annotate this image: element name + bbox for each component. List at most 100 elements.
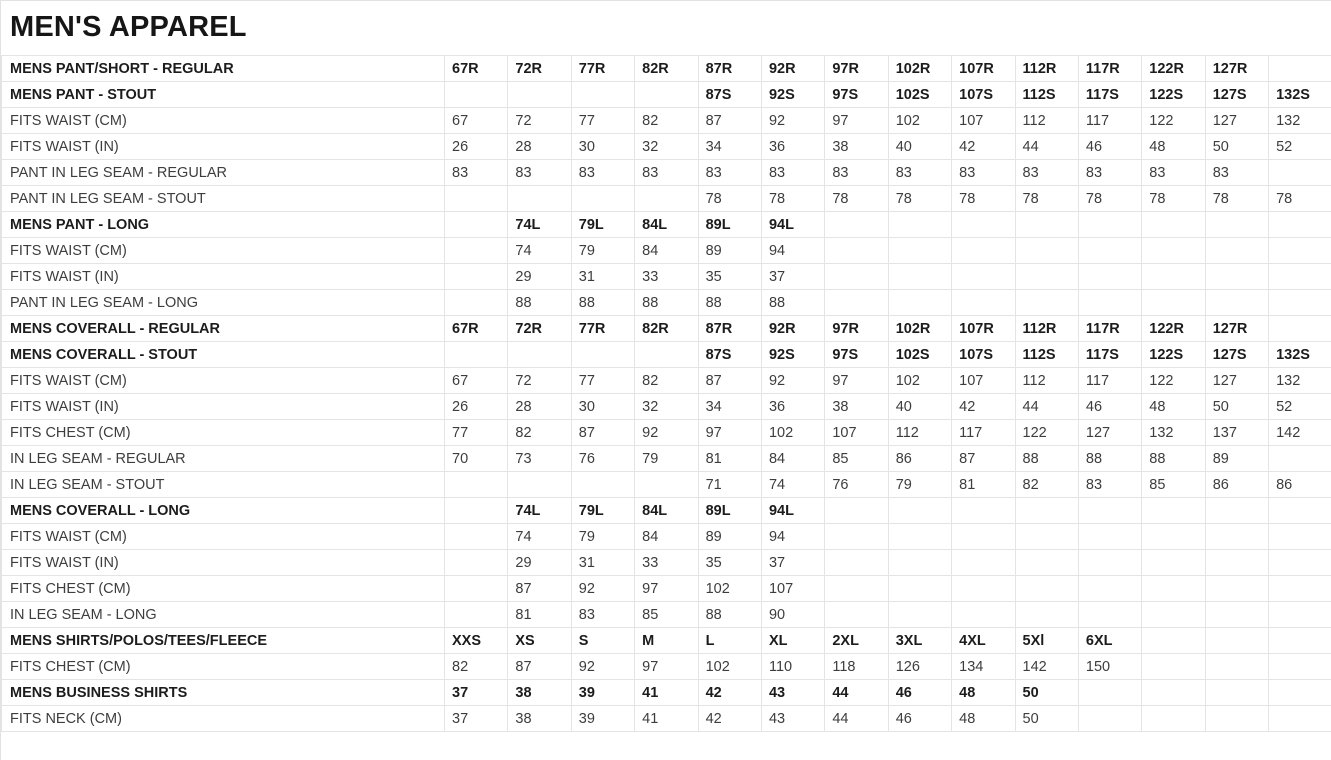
size-value-cell: 97 [634,575,699,602]
size-value-cell: XXS [443,627,509,654]
size-value-cell [951,211,1016,238]
size-value-cell [1204,237,1270,264]
size-value-cell: 74 [760,471,826,498]
size-value-cell: 117R [1077,55,1143,82]
row-label: FITS WAIST (IN) [1,133,445,160]
size-value-cell: 117R [1077,315,1143,342]
size-value-cell: 102S [887,81,953,108]
row-label: MENS COVERALL - STOUT [1,341,445,368]
size-value-cell [1141,601,1206,628]
size-value-cell: 127 [1204,367,1270,394]
size-value-cell: 40 [887,133,953,160]
row-label: FITS CHEST (CM) [1,575,445,602]
size-value-cell: 3XL [887,627,953,654]
size-value-cell: 82R [634,55,699,82]
row-label: MENS PANT - LONG [1,211,445,238]
size-value-cell: 97R [824,55,889,82]
size-value-cell: 52 [1268,393,1331,420]
size-value-cell [824,601,889,628]
size-value-cell: 92R [760,315,826,342]
size-value-cell [570,185,636,212]
table-row: FITS WAIST (CM) 67 72 77 82 87 92 97 102 107 112 11… [1,107,1331,134]
size-value-cell: 36 [760,393,826,420]
table-row: FITS NECK (CM) 37 38 39 41 42 43 44 46 48 50 [1,705,1331,732]
size-value-cell: 79 [887,471,953,498]
size-value-cell: 88 [507,289,572,316]
size-value-cell: 67R [443,315,509,342]
size-value-cell: 42 [951,133,1016,160]
size-value-cell [1268,653,1331,680]
size-value-cell: 117S [1077,341,1143,368]
size-value-cell [1268,237,1331,264]
size-value-cell [1204,211,1270,238]
row-label: FITS WAIST (CM) [1,523,445,550]
size-value-cell: 44 [824,705,889,732]
size-value-cell: 83 [887,159,953,186]
size-value-cell: 102 [887,367,953,394]
page-title: MEN'S APPAREL [10,11,247,43]
size-value-cell [951,289,1016,316]
size-value-cell: 79 [634,445,699,472]
size-value-cell: XL [760,627,826,654]
size-value-cell [443,575,509,602]
row-label: MENS PANT/SHORT - REGULAR [1,55,445,82]
size-value-cell: 84 [760,445,826,472]
size-value-cell [951,575,1016,602]
size-value-cell [1268,55,1331,82]
size-value-cell: 97S [824,341,889,368]
size-value-cell [1204,601,1270,628]
size-value-cell [824,549,889,576]
size-value-cell: 107R [951,315,1016,342]
size-value-cell: 78 [1077,185,1143,212]
size-value-cell: 92R [760,55,826,82]
size-value-cell: 117 [1077,367,1143,394]
size-value-cell [824,497,889,524]
size-value-cell: 81 [951,471,1016,498]
size-value-cell: 84L [634,497,699,524]
row-label: MENS SHIRTS/POLOS/TEES/FLEECE [1,627,445,654]
size-value-cell: S [570,627,636,654]
row-label: MENS BUSINESS SHIRTS [1,679,445,706]
size-value-cell [443,341,509,368]
size-value-cell: 83 [1141,159,1206,186]
size-value-cell: 35 [697,549,762,576]
size-value-cell [1141,653,1206,680]
size-value-cell [570,471,636,498]
size-value-cell: 87R [697,315,762,342]
size-value-cell: 107S [951,341,1016,368]
size-value-cell [1077,705,1143,732]
size-value-cell: 72 [507,107,572,134]
size-value-cell [887,601,953,628]
size-value-cell: 73 [507,445,572,472]
table-row: MENS COVERALL - LONG 74L 79L 84L 89L 94L [1,497,1331,524]
size-value-cell: 150 [1077,653,1143,680]
size-value-cell [1014,523,1079,550]
size-value-cell [1141,289,1206,316]
size-value-cell [1268,263,1331,290]
size-value-cell: 87S [697,81,762,108]
size-value-cell: 77 [570,107,636,134]
size-value-cell: 38 [824,133,889,160]
size-value-cell [570,81,636,108]
size-value-cell: 46 [887,705,953,732]
size-value-cell [1141,237,1206,264]
size-value-cell: 83 [443,159,509,186]
size-value-cell: 46 [1077,133,1143,160]
size-value-cell: 107 [760,575,826,602]
size-value-cell [1014,211,1079,238]
size-value-cell [1014,497,1079,524]
size-value-cell [443,263,509,290]
size-value-cell [951,523,1016,550]
size-value-cell: 88 [697,601,762,628]
size-value-cell: 89 [1204,445,1270,472]
size-value-cell: 79L [570,211,636,238]
size-value-cell [507,185,572,212]
size-value-cell: 74 [507,523,572,550]
size-value-cell [824,263,889,290]
row-label: FITS CHEST (CM) [1,653,445,680]
size-value-cell: 44 [1014,393,1079,420]
size-value-cell: 78 [951,185,1016,212]
size-value-cell: 67R [443,55,509,82]
size-value-cell: 117 [1077,107,1143,134]
row-label: FITS WAIST (CM) [1,367,445,394]
